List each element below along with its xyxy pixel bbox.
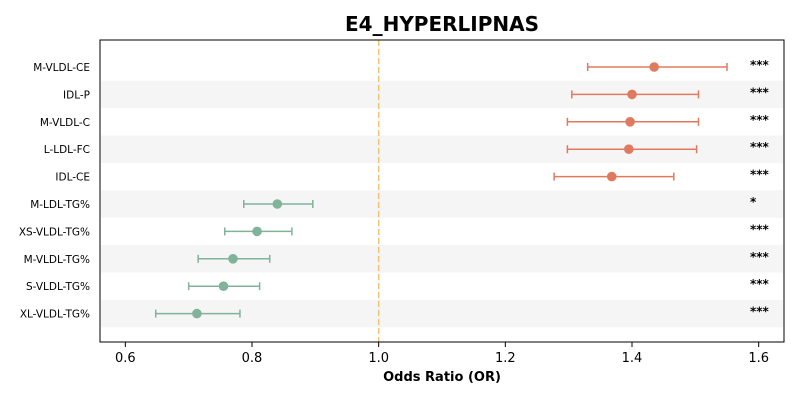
x-tick-label: 1.6 [748,351,769,366]
or-point [252,226,262,237]
row-label: M-VLDL-CE [33,62,90,74]
y-axis-labels: M-VLDL-CE IDL-P M-VLDL-C L-LDL-FC IDL-CE M-LD… [19,62,90,321]
data-marks [154,62,728,319]
plot-border [99,39,785,343]
row-label: M-LDL-TG% [30,199,90,211]
significance-label: * [750,195,757,209]
chart-title: E4_HYPERLIPNAS [345,12,539,36]
row-label: IDL-CE [55,172,90,184]
plot-frame [99,39,785,343]
or-point [272,199,283,209]
row-label: S-VLDL-TG% [26,281,90,293]
significance-label: *** [750,140,770,154]
x-tick-label: 0.6 [115,351,136,366]
row-label: M-VLDL-C [40,117,90,129]
row-label: IDL-P [63,89,90,101]
significance-label: *** [750,277,770,291]
x-axis: 0.6 0.8 1.0 1.2 1.4 1.6 [115,342,769,366]
x-tick-label: 1.0 [368,351,389,366]
row-label: L-LDL-FC [44,144,90,156]
significance-label: *** [750,250,770,264]
x-tick-label: 0.8 [242,351,263,366]
row-label: XL-VLDL-TG% [20,309,90,321]
row-band [101,190,783,218]
significance-label: *** [750,168,770,182]
x-tick-label: 1.2 [495,351,516,366]
or-point [625,117,635,127]
significance-label: *** [750,85,770,99]
row-label: XS-VLDL-TG% [19,226,90,238]
significance-labels: **************************** [750,58,770,319]
row-bands [101,80,783,328]
or-point [218,281,229,292]
significance-label: *** [750,58,770,72]
or-point [606,171,617,182]
significance-label: *** [750,113,770,127]
significance-label: *** [750,305,770,319]
row-label: M-VLDL-TG% [24,254,90,266]
or-point [649,62,659,72]
x-axis-label: Odds Ratio (OR) [383,370,501,385]
or-point [624,144,634,154]
or-point [627,89,637,100]
or-point [192,308,202,319]
x-tick-label: 1.4 [622,351,643,366]
or-point [228,253,238,264]
significance-label: *** [750,222,770,236]
